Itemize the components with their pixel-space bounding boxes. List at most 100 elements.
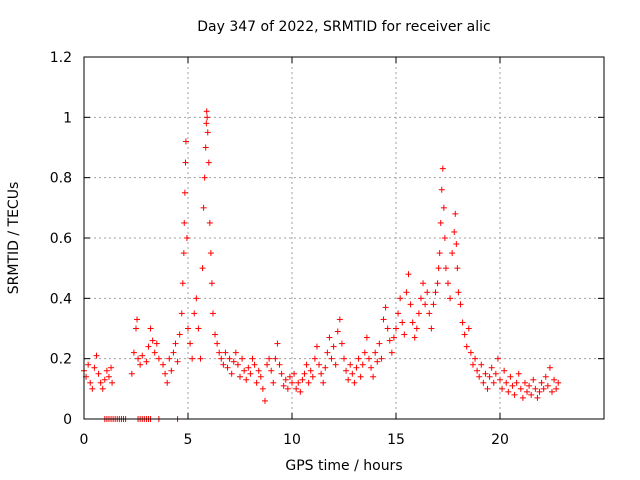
- data-point: [91, 364, 98, 371]
- data-point: [536, 388, 543, 395]
- data-point: [395, 310, 402, 317]
- data-point: [332, 361, 339, 368]
- data-point: [390, 334, 397, 341]
- data-point: [109, 379, 116, 386]
- data-point: [259, 385, 266, 392]
- data-point: [249, 355, 256, 362]
- data-point: [134, 316, 141, 323]
- data-point: [374, 358, 381, 365]
- data-point: [255, 367, 262, 374]
- data-point: [538, 379, 545, 386]
- data-point: [208, 280, 215, 287]
- ticks: 0 0.2 0.4 0.6 0.8 1 1.2 0 5 10 15 20: [50, 50, 604, 448]
- data-point: [130, 349, 137, 356]
- data-point: [87, 379, 94, 386]
- y-tick-label: 0.6: [50, 231, 72, 247]
- data-point: [424, 289, 431, 296]
- data-point: [372, 349, 379, 356]
- data-point: [353, 364, 360, 371]
- data-point: [207, 250, 214, 257]
- data-point: [182, 159, 189, 166]
- data-point: [162, 370, 169, 377]
- data-point: [357, 373, 364, 380]
- data-point: [463, 343, 470, 350]
- data-point: [320, 379, 327, 386]
- data-point: [409, 319, 416, 326]
- data-point: [289, 379, 295, 386]
- data-point: [432, 289, 439, 296]
- data-point: [532, 385, 539, 392]
- data-point: [195, 325, 202, 332]
- data-point: [499, 385, 506, 392]
- x-tick-label: 15: [387, 432, 405, 448]
- data-point: [234, 361, 241, 368]
- data-point: [435, 265, 442, 272]
- data-point: [180, 250, 187, 257]
- data-point: [299, 376, 306, 383]
- x-tick-label: 5: [184, 432, 193, 448]
- data-point: [503, 379, 510, 386]
- data-point: [216, 349, 223, 356]
- data-point: [440, 204, 447, 211]
- data-point: [388, 349, 395, 356]
- data-point: [305, 379, 312, 386]
- data-point: [307, 367, 314, 374]
- data-point: [403, 289, 410, 296]
- data-point: [455, 289, 462, 296]
- data-point: [220, 361, 227, 368]
- data-point: [451, 228, 458, 235]
- data-point: [454, 265, 461, 272]
- data-point: [204, 129, 211, 136]
- data-point: [407, 301, 414, 308]
- data-point: [181, 219, 188, 226]
- data-point: [261, 397, 268, 404]
- data-point: [378, 355, 385, 362]
- data-point: [494, 355, 501, 362]
- data-point: [139, 352, 146, 359]
- data-point: [137, 361, 144, 368]
- data-point: [368, 364, 375, 371]
- data-point: [469, 361, 476, 368]
- data-point: [434, 280, 441, 287]
- data-point: [214, 340, 221, 347]
- data-point: [276, 361, 283, 368]
- data-point: [461, 331, 468, 338]
- data-point: [101, 376, 108, 383]
- x-tick-label: 0: [80, 432, 89, 448]
- data-point: [492, 370, 499, 377]
- data-point: [280, 382, 287, 389]
- data-point: [185, 325, 191, 332]
- data-point: [297, 388, 304, 395]
- data-point: [309, 373, 316, 380]
- data-point: [521, 379, 528, 386]
- data-point: [232, 349, 239, 356]
- data-point: [224, 364, 231, 371]
- data-point: [168, 367, 175, 374]
- data-point: [484, 385, 491, 392]
- data-point: [108, 364, 115, 371]
- y-tick-label: 0.8: [50, 171, 72, 187]
- data-point: [453, 241, 460, 248]
- data-point: [544, 382, 551, 389]
- data-point: [155, 355, 162, 362]
- data-point: [526, 382, 533, 389]
- data-point: [457, 301, 464, 308]
- data-point: [415, 310, 422, 317]
- data-point: [93, 352, 100, 359]
- data-point: [133, 325, 139, 332]
- data-point: [524, 388, 531, 395]
- data-point: [239, 355, 246, 362]
- data-point: [505, 388, 512, 395]
- data-point: [89, 385, 96, 392]
- data-point: [200, 204, 207, 211]
- data-point: [147, 325, 154, 332]
- data-point: [382, 304, 389, 311]
- data-point: [465, 325, 472, 332]
- data-point: [97, 379, 104, 386]
- data-point: [286, 373, 293, 380]
- data-point: [222, 349, 229, 356]
- data-point: [511, 391, 518, 398]
- data-point: [272, 355, 279, 362]
